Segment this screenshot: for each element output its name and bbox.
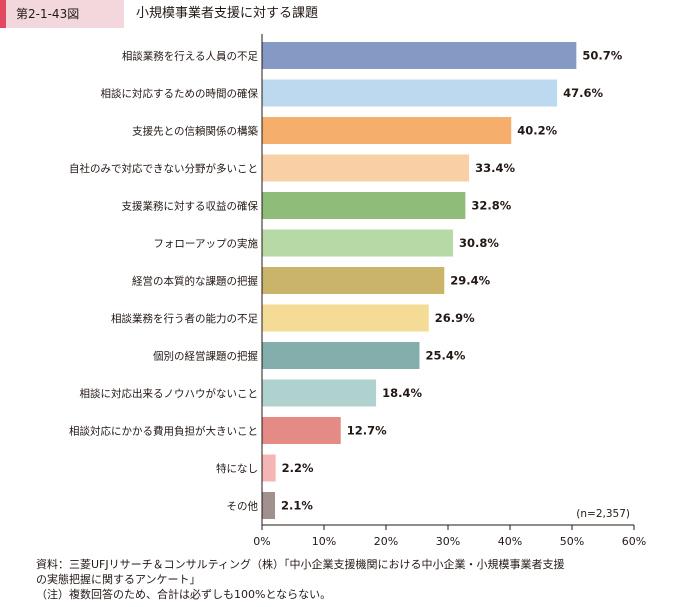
value-label: 47.6%	[563, 86, 603, 100]
value-label: 12.7%	[347, 424, 387, 438]
value-label: 26.9%	[435, 311, 475, 325]
figure-number: 第2-1-43図	[0, 0, 124, 28]
bar	[262, 454, 276, 482]
x-tick-label: 30%	[436, 535, 460, 548]
x-tick-label: 10%	[312, 535, 336, 548]
sample-size-note: (n=2,357)	[576, 508, 630, 520]
category-label: 支援業務に対する収益の確保	[122, 200, 259, 213]
value-label: 33.4%	[475, 161, 515, 175]
category-label: その他	[227, 500, 259, 513]
bar	[262, 117, 512, 144]
bar	[262, 154, 470, 182]
figure-title: 小規模事業者支援に対する課題	[136, 6, 319, 21]
category-label: 相談業務を行う者の能力の不足	[111, 312, 258, 325]
value-label: 25.4%	[425, 349, 465, 363]
x-tick-label: 0%	[253, 535, 270, 548]
value-label: 40.2%	[517, 124, 557, 138]
source-line-2: の実態把握に関するアンケート」	[36, 573, 201, 586]
x-tick-label: 40%	[498, 535, 522, 548]
value-label: 50.7%	[582, 49, 622, 63]
footnote: （注）複数回答のため、合計は必ずしも100%とならない。	[36, 588, 332, 601]
x-tick-label: 20%	[374, 535, 398, 548]
category-label: 相談に対応出来るノウハウがないこと	[80, 387, 259, 400]
category-label: 相談対応にかかる費用負担が大きいこと	[69, 425, 258, 438]
value-label: 2.2%	[282, 461, 314, 475]
category-label: 相談に対応するための時間の確保	[101, 87, 259, 100]
x-tick-label: 50%	[560, 535, 584, 548]
value-label: 32.8%	[471, 199, 511, 213]
value-label: 2.1%	[281, 499, 313, 513]
value-label: 18.4%	[382, 386, 422, 400]
category-label: 経営の本質的な課題の把握	[132, 275, 258, 288]
value-label: 29.4%	[450, 274, 490, 288]
bar	[262, 229, 453, 257]
bar	[262, 79, 558, 107]
bar	[262, 417, 341, 444]
bar-chart: 相談業務を行える人員の不足 50.7% 相談に対応するための時間の確保 47.6% 支援…	[69, 34, 646, 548]
bar	[262, 267, 445, 294]
category-label: 自社のみで対応できない分野が多いこと	[69, 162, 258, 175]
category-label: 相談業務を行える人員の不足	[122, 50, 259, 63]
category-label: フォローアップの実施	[153, 237, 258, 250]
bar	[262, 492, 276, 519]
x-tick-label: 60%	[622, 535, 646, 548]
bar	[262, 379, 377, 407]
bar	[262, 42, 577, 69]
figure-header: 第2-1-43図 小規模事業者支援に対する課題	[0, 0, 686, 28]
bar	[262, 304, 429, 332]
bar	[262, 192, 466, 219]
figure-footer: 資料：三菱UFJリサーチ＆コンサルティング（株）「中小企業支援機関における中小企…	[36, 557, 676, 602]
category-label: 個別の経営課題の把握	[153, 350, 258, 363]
category-label: 支援先との信頼関係の構築	[132, 125, 258, 138]
category-label: 特になし	[216, 463, 258, 475]
bar	[262, 342, 420, 369]
source-line-1: 資料：三菱UFJリサーチ＆コンサルティング（株）「中小企業支援機関における中小企…	[36, 558, 565, 571]
value-label: 30.8%	[459, 236, 499, 250]
